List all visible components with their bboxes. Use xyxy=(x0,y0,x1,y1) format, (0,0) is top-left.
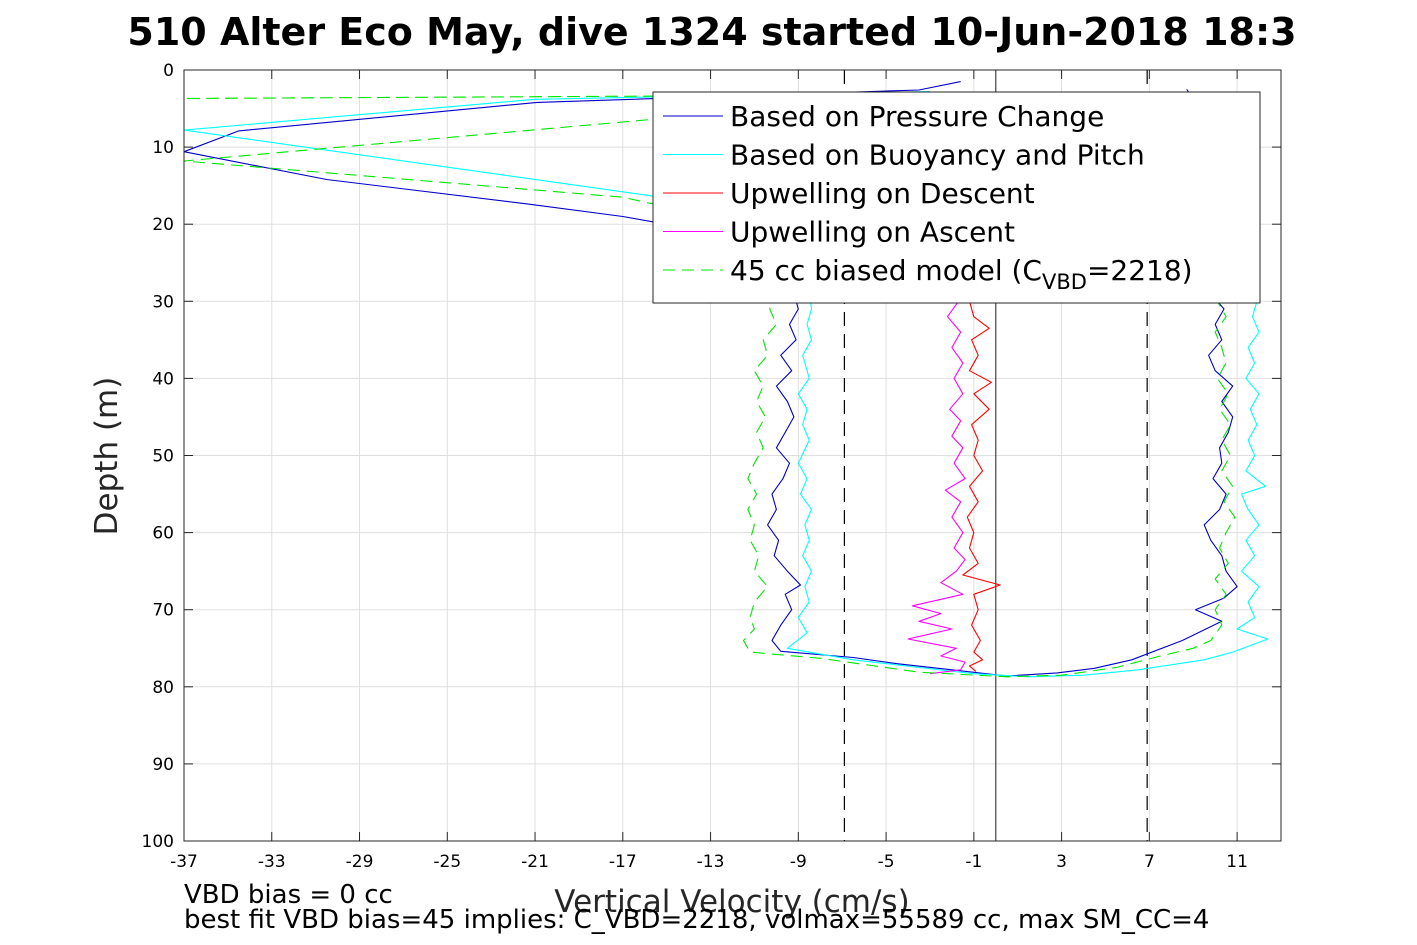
x-axis-label: Vertical Velocity (cm/s) xyxy=(554,884,909,920)
x-tick-label-9: -1 xyxy=(965,852,982,872)
y-tick-label-6: 60 xyxy=(152,524,174,544)
vbd-bias-note: VBD bias = 0 cc xyxy=(184,880,393,910)
series-line-3 xyxy=(907,254,966,675)
y-tick-label-4: 40 xyxy=(152,369,174,389)
x-tick-label-5: -17 xyxy=(609,852,637,872)
x-tick-label-7: -9 xyxy=(790,852,807,872)
legend-label-2: Upwelling on Descent xyxy=(730,177,1035,210)
y-tick-label-3: 30 xyxy=(152,292,174,312)
legend-label-0: Based on Pressure Change xyxy=(730,100,1104,133)
legend-label-3: Upwelling on Ascent xyxy=(730,216,1015,249)
x-tick-label-1: -33 xyxy=(258,852,286,872)
y-axis-ticks: 0 10 20 30 40 50 60 70 80 90 100 xyxy=(142,61,1281,852)
best-fit-note: best fit VBD bias=45 implies: C_VBD=2218… xyxy=(184,905,1209,935)
y-tick-label-0: 0 xyxy=(163,61,174,81)
x-tick-label-8: -5 xyxy=(878,852,895,872)
chart-title: 510 Alter Eco May, dive 1324 started 10-… xyxy=(127,10,1296,54)
x-tick-label-6: -13 xyxy=(697,852,725,872)
x-tick-label-2: -29 xyxy=(346,852,374,872)
x-tick-label-11: 7 xyxy=(1144,852,1155,872)
x-tick-label-12: 11 xyxy=(1226,852,1248,872)
y-tick-label-10: 100 xyxy=(142,832,174,852)
legend-label-1: Based on Buoyancy and Pitch xyxy=(730,139,1145,172)
series-line-1 xyxy=(183,91,1269,678)
legend-label-4: 45 cc biased model (CVBD=2218) xyxy=(730,254,1193,294)
y-tick-label-8: 80 xyxy=(152,678,174,698)
x-axis-ticks: -37 -33 -29 -25 -21 -17 -13 -9 -5 -1 3 7 11 xyxy=(170,70,1248,872)
y-axis-label: Depth (m) xyxy=(89,377,125,536)
x-tick-label-10: 3 xyxy=(1056,852,1067,872)
x-tick-label-3: -25 xyxy=(433,852,461,872)
series-line-4 xyxy=(183,93,1236,678)
x-tick-label-0: -37 xyxy=(170,852,198,872)
y-tick-label-5: 50 xyxy=(152,447,174,467)
legend: Based on Pressure Change Based on Buoyanc… xyxy=(652,91,1261,304)
series-line-0 xyxy=(183,81,1238,677)
legend-box xyxy=(652,91,1261,304)
series-line-2 xyxy=(962,254,1001,672)
y-tick-label-7: 70 xyxy=(152,601,174,621)
series-layer xyxy=(183,81,1269,678)
y-tick-label-9: 90 xyxy=(152,755,174,775)
x-tick-label-4: -21 xyxy=(521,852,549,872)
y-tick-label-2: 20 xyxy=(152,215,174,235)
y-tick-label-1: 10 xyxy=(152,138,174,158)
